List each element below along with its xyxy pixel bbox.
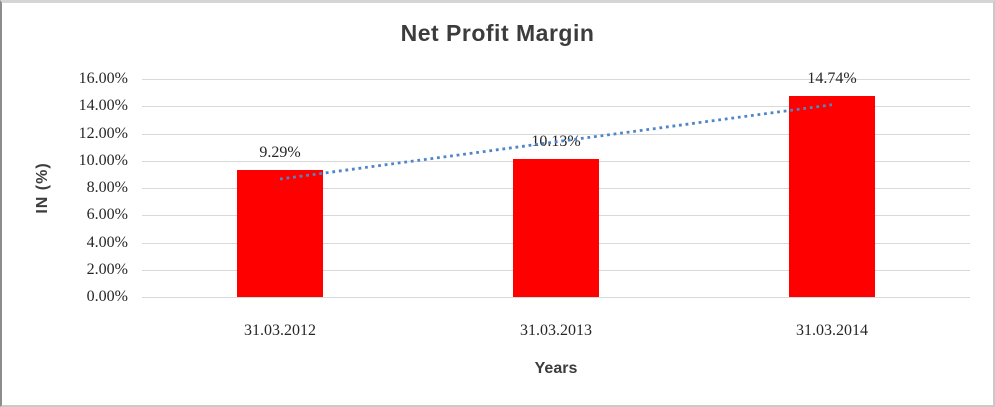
y-tick-label: 12.00% <box>78 125 128 142</box>
y-tick-label: 2.00% <box>86 261 128 278</box>
y-tick-label: 6.00% <box>86 206 128 223</box>
y-tick-label: 10.00% <box>78 152 128 169</box>
y-tick-label: 16.00% <box>78 70 128 87</box>
bar-data-label: 10.13% <box>531 133 581 150</box>
x-tick-label: 31.03.2014 <box>796 322 868 339</box>
gridline <box>142 297 970 298</box>
bar <box>513 159 599 297</box>
bar <box>237 170 323 297</box>
x-tick-label: 31.03.2013 <box>520 322 592 339</box>
x-axis-title: Years <box>534 360 578 377</box>
bar-data-label: 14.74% <box>807 70 857 87</box>
y-tick-label: 4.00% <box>86 234 128 251</box>
gridline <box>142 79 970 80</box>
y-tick-label: 14.00% <box>78 97 128 114</box>
y-tick-label: 8.00% <box>86 179 128 196</box>
y-tick-label: 0.00% <box>86 288 128 305</box>
bar <box>789 96 875 297</box>
x-tick-label: 31.03.2012 <box>244 322 316 339</box>
bar-data-label: 9.29% <box>259 144 301 161</box>
chart-title: Net Profit Margin <box>400 20 595 46</box>
